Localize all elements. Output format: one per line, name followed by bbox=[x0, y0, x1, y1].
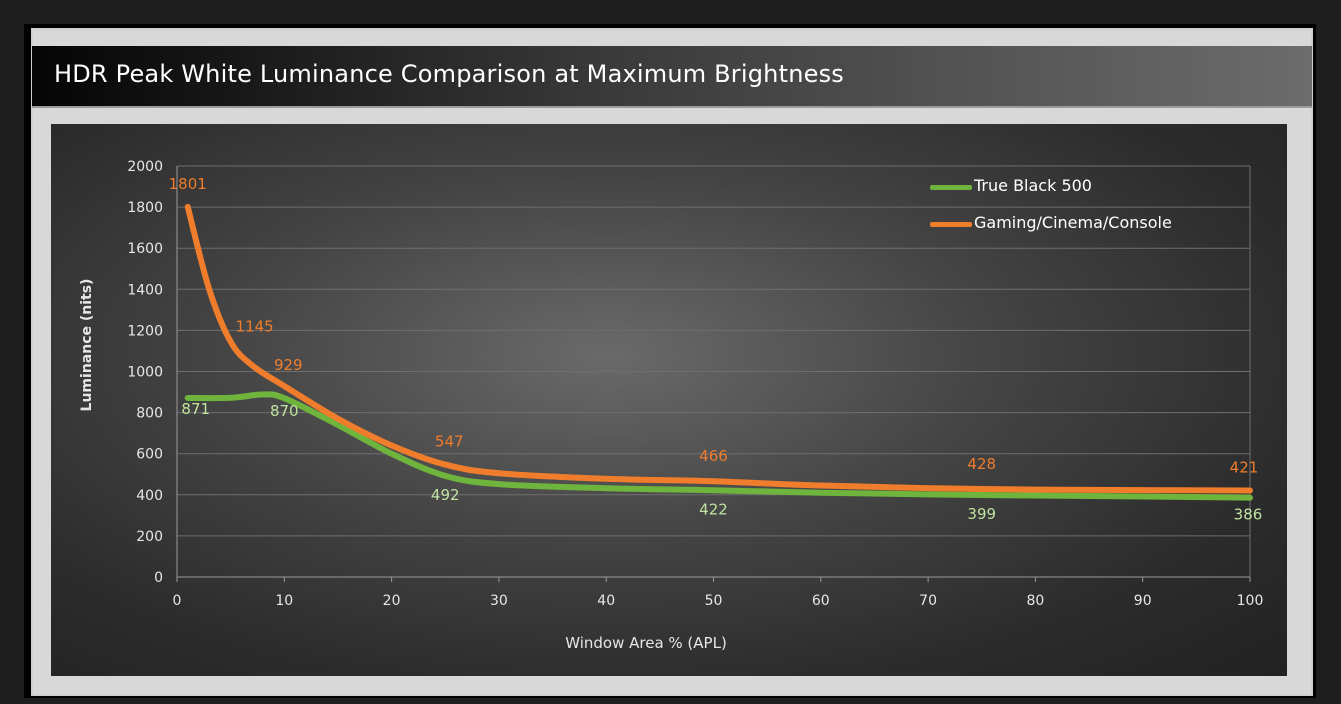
x-tick-label-50: 50 bbox=[705, 593, 723, 609]
data-label-gaming-cinema-console-50: 466 bbox=[699, 447, 728, 465]
legend: True Black 500 Gaming/Cinema/Console bbox=[930, 176, 1230, 250]
data-label-true-black-500-25: 492 bbox=[431, 486, 460, 504]
legend-swatch-gaming-cinema-console bbox=[930, 222, 972, 227]
data-label-layer: 871 870 492 422 399 386 1801 1145 929 547 466 428 42… bbox=[169, 175, 1263, 524]
legend-item-true-black-500: True Black 500 bbox=[930, 176, 1230, 213]
data-label-true-black-500-50: 422 bbox=[699, 500, 728, 518]
y-tick-label-400: 400 bbox=[136, 488, 163, 504]
y-tick-label-0: 0 bbox=[154, 570, 163, 586]
y-tick-label-1400: 1400 bbox=[127, 282, 163, 298]
data-label-gaming-cinema-console-100: 421 bbox=[1230, 458, 1259, 476]
x-tick-label-0: 0 bbox=[173, 593, 182, 609]
legend-label-gaming-cinema-console: Gaming/Cinema/Console bbox=[974, 213, 1172, 232]
data-label-gaming-cinema-console-1: 1801 bbox=[169, 175, 207, 193]
x-tick-label-40: 40 bbox=[597, 593, 615, 609]
series-line-true-black-500 bbox=[184, 391, 1253, 501]
data-label-true-black-500-1: 871 bbox=[181, 400, 210, 418]
y-tick-label-800: 800 bbox=[136, 406, 163, 422]
plot-background bbox=[51, 124, 1287, 676]
series-line-gaming-cinema-console bbox=[184, 203, 1253, 494]
x-tick-label-60: 60 bbox=[812, 593, 830, 609]
legend-swatch-true-black-500 bbox=[930, 185, 972, 190]
x-tick-label-80: 80 bbox=[1026, 593, 1044, 609]
data-label-true-black-500-75: 399 bbox=[967, 505, 996, 523]
series-layer bbox=[184, 203, 1253, 501]
data-label-gaming-cinema-console-25: 547 bbox=[435, 433, 464, 451]
data-label-gaming-cinema-console-10: 929 bbox=[274, 356, 303, 374]
data-label-gaming-cinema-console-75: 428 bbox=[967, 455, 996, 473]
y-tick-label-600: 600 bbox=[136, 447, 163, 463]
axis-layer: 0 200 400 600 800 1000 1200 1400 1600 1800 2000 0 10… bbox=[127, 159, 1263, 609]
chart-title: HDR Peak White Luminance Comparison at M… bbox=[54, 60, 844, 88]
x-tick-label-70: 70 bbox=[919, 593, 937, 609]
y-tick-label-1600: 1600 bbox=[127, 241, 163, 257]
y-tick-label-2000: 2000 bbox=[127, 159, 163, 175]
x-tick-label-10: 10 bbox=[275, 593, 293, 609]
y-tick-label-1800: 1800 bbox=[127, 200, 163, 216]
data-label-true-black-500-10: 870 bbox=[270, 402, 299, 420]
x-axis-title: Window Area % (APL) bbox=[565, 634, 727, 652]
y-tick-label-1000: 1000 bbox=[127, 365, 163, 381]
data-label-gaming-cinema-console-5: 1145 bbox=[236, 318, 274, 336]
y-tick-label-1200: 1200 bbox=[127, 323, 163, 339]
legend-item-gaming-cinema-console: Gaming/Cinema/Console bbox=[930, 213, 1230, 250]
legend-label-true-black-500: True Black 500 bbox=[974, 176, 1092, 195]
x-tick-label-100: 100 bbox=[1237, 593, 1264, 609]
y-axis-title: Luminance (nits) bbox=[79, 279, 95, 412]
x-tick-label-20: 20 bbox=[383, 593, 401, 609]
y-tick-label-200: 200 bbox=[136, 529, 163, 545]
data-label-true-black-500-100: 386 bbox=[1234, 506, 1263, 524]
x-tick-label-30: 30 bbox=[490, 593, 508, 609]
title-bar: HDR Peak White Luminance Comparison at M… bbox=[32, 46, 1312, 108]
x-tick-label-90: 90 bbox=[1134, 593, 1152, 609]
